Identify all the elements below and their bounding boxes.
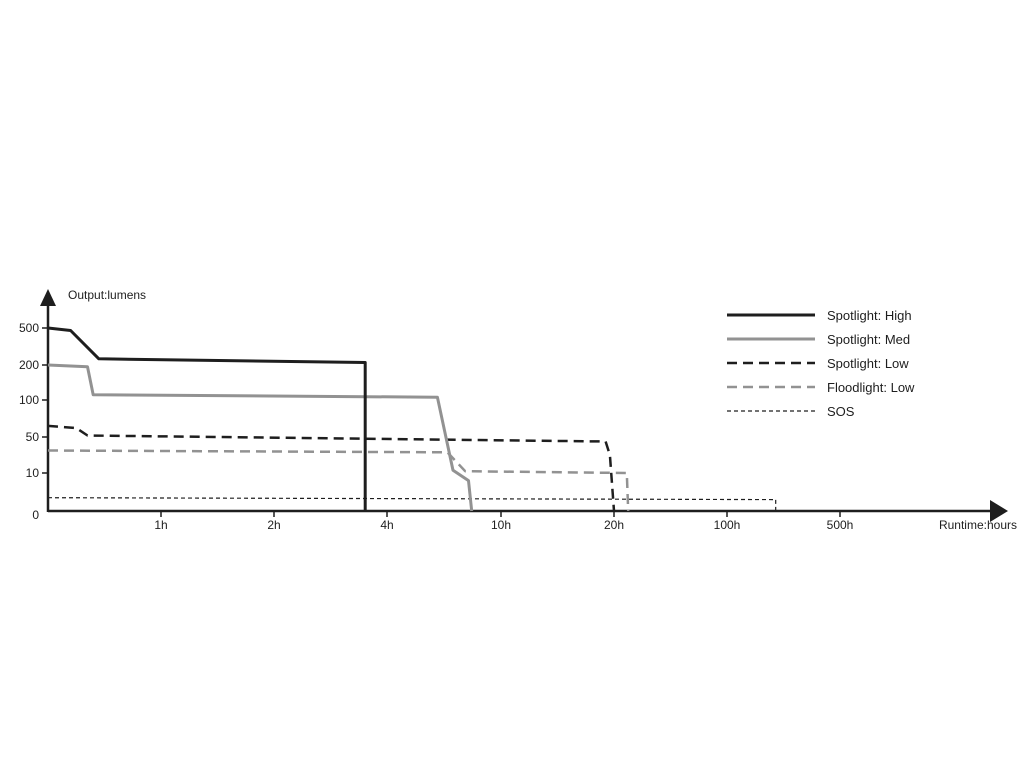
x-tick-label: 20h — [604, 518, 624, 532]
y-tick-label: 10 — [26, 466, 40, 480]
y-axis-title: Output:lumens — [68, 288, 146, 302]
y-tick-label: 0 — [32, 508, 39, 522]
x-tick-label: 4h — [380, 518, 393, 532]
x-tick-label: 100h — [714, 518, 741, 532]
series-layer — [47, 326, 777, 512]
x-axis-title: Runtime:hours — [939, 518, 1017, 532]
legend: Spotlight: High Spotlight: Med Spotlight: … — [727, 308, 915, 419]
series-line-spotlight-med — [47, 363, 474, 512]
x-ticks: 1h 2h 4h 10h 20h 100h 500h — [154, 511, 853, 532]
x-tick-label: 10h — [491, 518, 511, 532]
x-tick-label: 1h — [154, 518, 167, 532]
series-line-floodlight-low — [47, 449, 630, 512]
legend-label: Spotlight: High — [827, 308, 912, 323]
legend-label: Spotlight: Low — [827, 356, 909, 371]
y-tick-label: 100 — [19, 393, 39, 407]
y-tick-label: 50 — [26, 430, 40, 444]
y-tick-label: 500 — [19, 321, 39, 335]
series-line-spotlight-low — [47, 424, 616, 512]
series-line-sos — [47, 497, 777, 511]
x-tick-label: 500h — [827, 518, 854, 532]
series-line-spotlight-high — [47, 326, 367, 511]
legend-label: SOS — [827, 404, 855, 419]
y-ticks: 0 10 50 100 200 500 — [19, 321, 48, 522]
y-tick-label: 200 — [19, 358, 39, 372]
x-axis-arrow-icon — [990, 500, 1008, 522]
legend-label: Floodlight: Low — [827, 380, 915, 395]
y-axis-arrow-icon — [40, 289, 56, 306]
x-tick-label: 2h — [267, 518, 280, 532]
legend-label: Spotlight: Med — [827, 332, 910, 347]
